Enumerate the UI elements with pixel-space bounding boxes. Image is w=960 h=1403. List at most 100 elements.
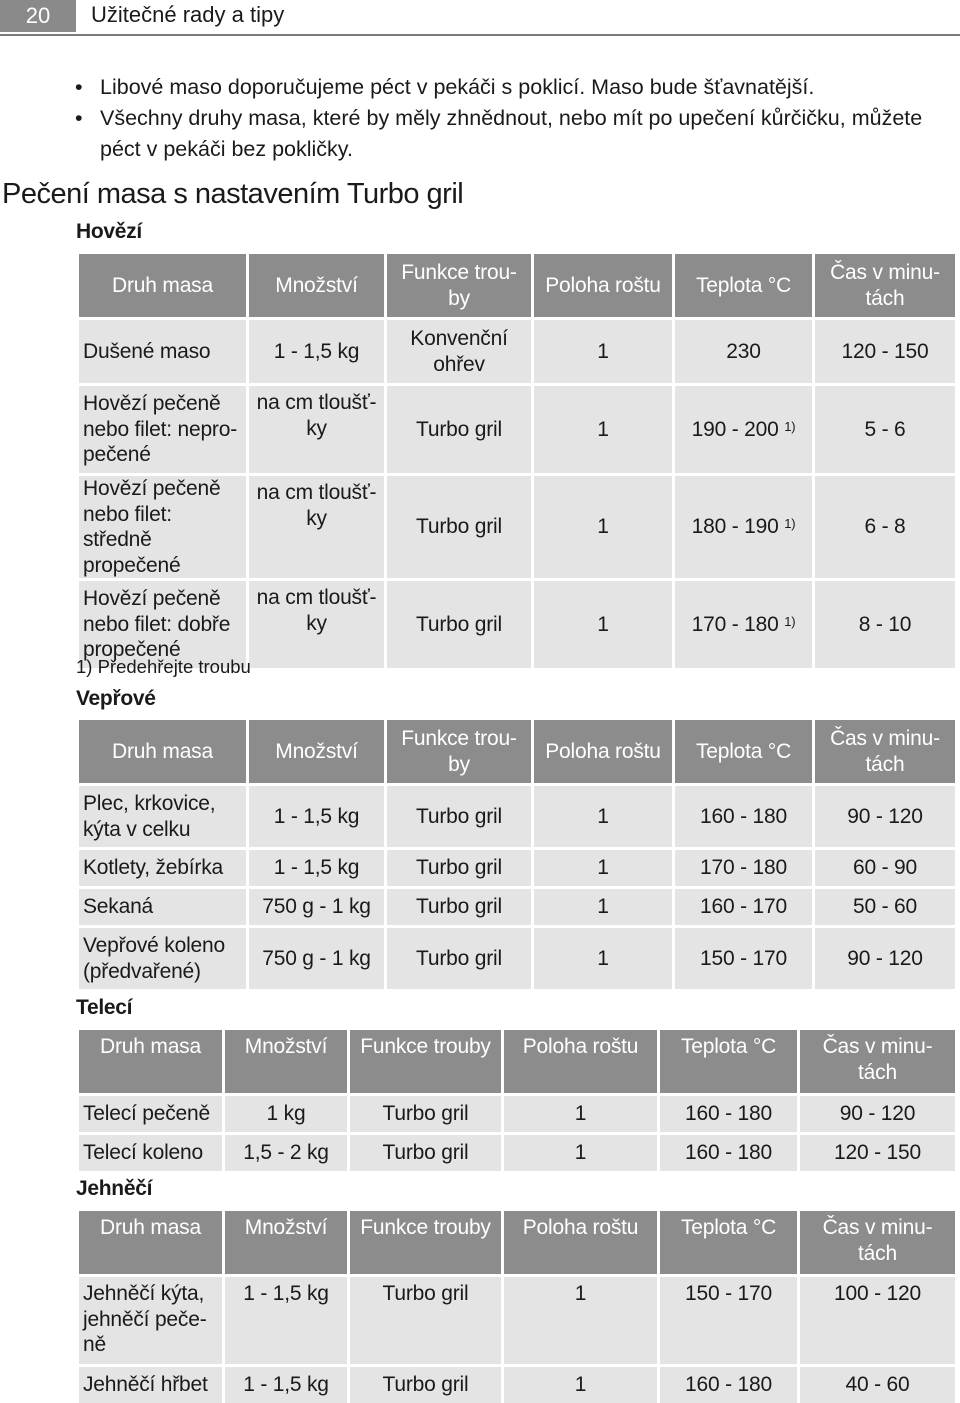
cell-funkce: Turbo gril: [347, 1093, 504, 1135]
cell-funkce: Turbo gril: [347, 1132, 504, 1174]
cell-funkce: Turbo gril: [384, 847, 534, 889]
cell-funkce: Turbo gril: [384, 383, 534, 476]
cell-mnozstvi: na cm tloušť-ky: [246, 383, 387, 476]
col-header-poloha: Poloha roštu: [531, 717, 675, 786]
col-header-funkce: Funkce trouby: [347, 1027, 504, 1096]
teplota-value: 190 - 200: [691, 417, 779, 441]
cell-poloha: 1: [501, 1132, 660, 1174]
cell-druh: Telecí pečeně: [76, 1093, 225, 1135]
cell-teplota: 190 - 200 1): [672, 383, 815, 476]
col-header-funkce: Funkce trou-by: [384, 251, 534, 320]
section-title: Pečení masa s nastavením Turbo gril: [2, 178, 464, 210]
col-header-poloha: Poloha roštu: [501, 1208, 660, 1277]
cell-teplota: 160 - 180: [657, 1132, 800, 1174]
cell-teplota: 160 - 180: [657, 1364, 800, 1403]
cell-poloha: 1: [501, 1093, 660, 1135]
veal-heading: Telecí: [76, 996, 133, 1019]
cell-cas: 5 - 6: [812, 383, 958, 476]
cell-druh: Jehněčí kýta, jehněčí peče-ně: [76, 1274, 225, 1367]
cell-teplota: 180 - 190 1): [672, 473, 815, 581]
cell-mnozstvi: 750 g - 1 kg: [246, 886, 387, 928]
col-header-cas: Čas v minu-tách: [812, 251, 958, 320]
tips-list: Libové maso doporučujeme péct v pekáči s…: [70, 72, 950, 165]
cell-cas: 120 - 150: [797, 1132, 958, 1174]
cell-teplota: 170 - 180: [672, 847, 815, 889]
cell-druh: Jehněčí hřbet: [76, 1364, 225, 1403]
tip-item: Libové maso doporučujeme péct v pekáči s…: [70, 72, 950, 103]
cell-teplota: 170 - 180 1): [672, 578, 815, 671]
cell-druh: Kotlety, žebírka: [76, 847, 249, 889]
beef-table: Druh masa Množství Funkce trou-by Poloha…: [76, 251, 958, 671]
table-row: Hovězí pečeně nebo filet: středně propeč…: [76, 473, 958, 581]
col-header-teplota: Teplota °C: [657, 1208, 800, 1277]
col-header-funkce: Funkce trouby: [347, 1208, 504, 1277]
table-row: Kotlety, žebírka 1 - 1,5 kg Turbo gril 1…: [76, 847, 958, 889]
cell-cas: 90 - 120: [812, 925, 958, 992]
footnote-marker: 1): [784, 516, 796, 532]
col-header-mnozstvi: Množství: [246, 717, 387, 786]
cell-poloha: 1: [531, 383, 675, 476]
col-header-cas: Čas v minu-tách: [797, 1208, 958, 1277]
pork-table: Druh masa Množství Funkce trou-by Poloha…: [76, 717, 958, 992]
lamb-table: Druh masa Množství Funkce trouby Poloha …: [76, 1208, 958, 1403]
beef-heading: Hovězí: [76, 220, 142, 243]
table-header-row: Druh masa Množství Funkce trou-by Poloha…: [76, 717, 958, 786]
cell-druh: Hovězí pečeně nebo filet: dobře propečen…: [76, 578, 249, 671]
cell-druh: Hovězí pečeně nebo filet: nepro-pečené: [76, 383, 249, 476]
cell-mnozstvi: 1,5 - 2 kg: [222, 1132, 350, 1174]
cell-druh: Dušené maso: [76, 317, 249, 386]
col-header-funkce: Funkce trou-by: [384, 717, 534, 786]
cell-druh: Plec, krkovice, kýta v celku: [76, 783, 249, 850]
cell-druh: Telecí koleno: [76, 1132, 225, 1174]
col-header-teplota: Teplota °C: [657, 1027, 800, 1096]
header-divider: [0, 34, 960, 36]
tip-item: Všechny druhy masa, které by měly zhnědn…: [70, 103, 950, 165]
cell-poloha: 1: [531, 473, 675, 581]
page-number: 20: [0, 0, 76, 32]
col-header-mnozstvi: Množství: [222, 1027, 350, 1096]
col-header-druh: Druh masa: [76, 717, 249, 786]
col-header-druh: Druh masa: [76, 1027, 225, 1096]
pork-heading: Vepřové: [76, 687, 156, 710]
cell-mnozstvi: 750 g - 1 kg: [246, 925, 387, 992]
table-header-row: Druh masa Množství Funkce trou-by Poloha…: [76, 251, 958, 320]
col-header-cas: Čas v minu-tách: [797, 1027, 958, 1096]
cell-teplota: 230: [672, 317, 815, 386]
cell-poloha: 1: [531, 783, 675, 850]
cell-teplota: 160 - 180: [672, 783, 815, 850]
cell-funkce: Turbo gril: [384, 473, 534, 581]
cell-teplota: 150 - 170: [657, 1274, 800, 1367]
cell-funkce: Konvenční ohřev: [384, 317, 534, 386]
lamb-heading: Jehněčí: [76, 1177, 153, 1200]
cell-funkce: Turbo gril: [347, 1364, 504, 1403]
table-row: Dušené maso 1 - 1,5 kg Konvenční ohřev 1…: [76, 317, 958, 386]
table-row: Plec, krkovice, kýta v celku 1 - 1,5 kg …: [76, 783, 958, 850]
cell-teplota: 150 - 170: [672, 925, 815, 992]
cell-mnozstvi: 1 - 1,5 kg: [246, 317, 387, 386]
cell-mnozstvi: na cm tloušť-ky: [246, 578, 387, 671]
table-row: Sekaná 750 g - 1 kg Turbo gril 1 160 - 1…: [76, 886, 958, 928]
col-header-druh: Druh masa: [76, 251, 249, 320]
table-row: Telecí pečeně 1 kg Turbo gril 1 160 - 18…: [76, 1093, 958, 1135]
cell-funkce: Turbo gril: [384, 925, 534, 992]
cell-funkce: Turbo gril: [384, 886, 534, 928]
col-header-mnozstvi: Množství: [246, 251, 387, 320]
cell-mnozstvi: 1 - 1,5 kg: [222, 1364, 350, 1403]
cell-cas: 6 - 8: [812, 473, 958, 581]
cell-mnozstvi: 1 - 1,5 kg: [222, 1274, 350, 1367]
teplota-value: 180 - 190: [691, 515, 779, 539]
cell-druh: Hovězí pečeně nebo filet: středně propeč…: [76, 473, 249, 581]
page-header: 20 Užitečné rady a tipy: [0, 0, 960, 36]
table-row: Hovězí pečeně nebo filet: dobře propečen…: [76, 578, 958, 671]
teplota-value: 170 - 180: [691, 612, 779, 636]
col-header-druh: Druh masa: [76, 1208, 225, 1277]
col-header-cas: Čas v minu-tách: [812, 717, 958, 786]
col-header-poloha: Poloha roštu: [501, 1027, 660, 1096]
cell-poloha: 1: [531, 847, 675, 889]
cell-mnozstvi: 1 - 1,5 kg: [246, 847, 387, 889]
cell-cas: 90 - 120: [812, 783, 958, 850]
cell-cas: 120 - 150: [812, 317, 958, 386]
cell-poloha: 1: [501, 1364, 660, 1403]
cell-mnozstvi: 1 - 1,5 kg: [246, 783, 387, 850]
table-row: Vepřové koleno (předvařené) 750 g - 1 kg…: [76, 925, 958, 992]
